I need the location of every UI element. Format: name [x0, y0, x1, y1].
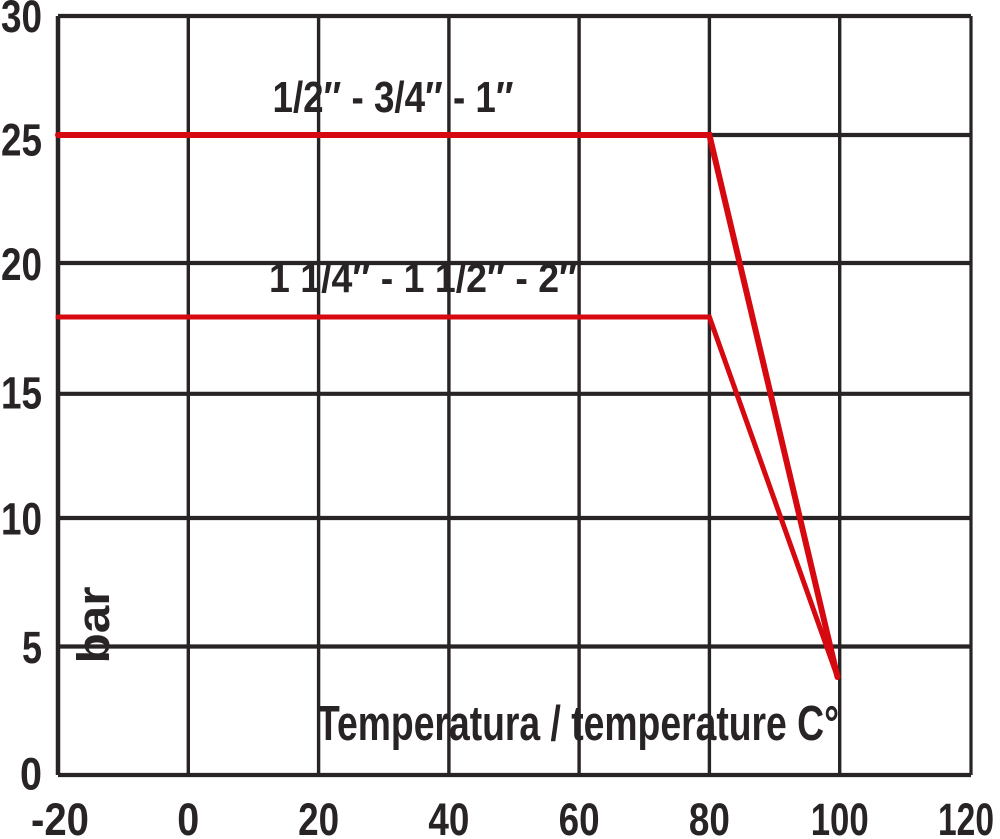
svg-text:100: 100 — [811, 794, 869, 839]
svg-text:0: 0 — [20, 749, 42, 800]
svg-text:1 1/4″ - 1 1/2″ - 2″: 1 1/4″ - 1 1/2″ - 2″ — [269, 255, 577, 301]
svg-text:15: 15 — [1, 368, 42, 419]
svg-text:20: 20 — [1, 239, 42, 290]
svg-text:25: 25 — [1, 115, 42, 166]
svg-text:0: 0 — [177, 794, 199, 839]
svg-text:80: 80 — [689, 794, 730, 839]
svg-text:5: 5 — [22, 622, 42, 673]
svg-text:Temperatura / temperature C°: Temperatura / temperature C° — [317, 697, 839, 751]
svg-text:10: 10 — [1, 494, 42, 545]
svg-text:40: 40 — [428, 794, 469, 839]
svg-text:60: 60 — [559, 794, 600, 839]
svg-text:bar: bar — [68, 587, 119, 664]
svg-text:1/2″ - 3/4″ - 1″: 1/2″ - 3/4″ - 1″ — [273, 73, 514, 122]
svg-text:-20: -20 — [31, 794, 89, 839]
svg-text:20: 20 — [298, 794, 339, 839]
svg-text:120: 120 — [938, 794, 994, 839]
svg-text:30: 30 — [1, 0, 42, 42]
